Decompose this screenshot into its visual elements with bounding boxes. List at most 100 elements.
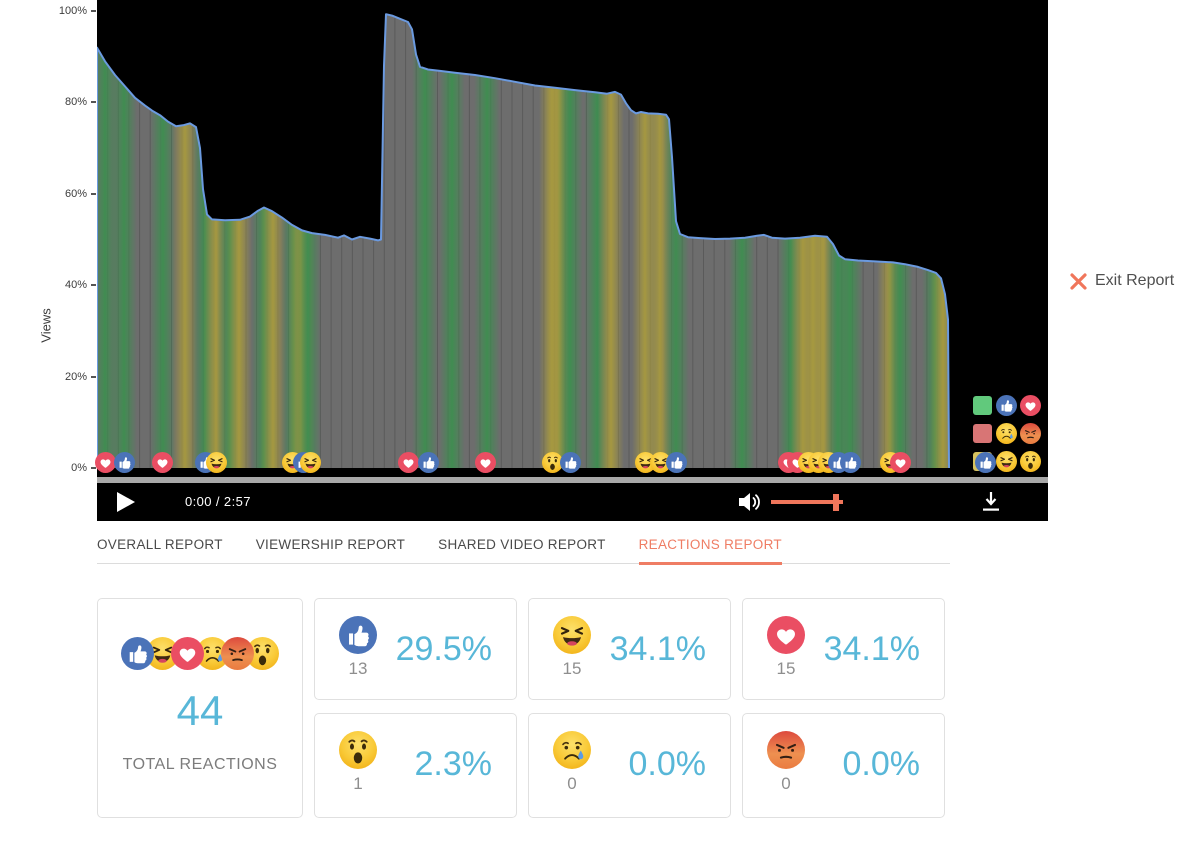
angry-reaction-card: 0 0.0% — [742, 713, 945, 818]
like-reaction-icon — [113, 452, 135, 473]
sad-reaction-icon — [995, 422, 1017, 444]
love-reaction-icon — [151, 452, 173, 473]
sad-reaction-icon — [553, 731, 591, 769]
y-tick-mark — [91, 192, 96, 195]
y-tick-label: 100% — [58, 5, 87, 17]
y-tick-mark — [91, 467, 96, 469]
timeline-like-marker[interactable] — [839, 452, 861, 473]
timeline-love-marker[interactable] — [474, 452, 496, 473]
sad-count: 0 — [567, 774, 577, 793]
download-button[interactable] — [983, 492, 999, 517]
exit-report-label: Exit Report — [1095, 272, 1175, 289]
timeline-wow-marker[interactable] — [541, 452, 563, 473]
haha-reaction-icon — [649, 452, 671, 473]
wow-reaction-icon — [1019, 450, 1041, 472]
y-axis-title: Views — [38, 308, 54, 343]
total-reactions-card: 44 TOTAL REACTIONS — [97, 598, 303, 818]
y-tick-mark — [91, 101, 96, 104]
love-reaction-icon — [889, 452, 911, 473]
angry-reaction-icon — [767, 731, 805, 769]
legend-color-swatch — [970, 391, 994, 419]
love-count: 15 — [776, 659, 796, 678]
love-percent: 34.1% — [823, 630, 920, 668]
like-percent: 29.5% — [395, 630, 492, 668]
haha-reaction-icon — [995, 450, 1017, 472]
y-tick-mark — [91, 10, 96, 12]
timeline-haha-marker[interactable] — [649, 452, 671, 473]
like-count: 13 — [348, 659, 368, 678]
volume-icon[interactable] — [739, 492, 763, 517]
timeline-love-marker[interactable] — [151, 452, 173, 473]
play-icon — [117, 492, 135, 512]
y-axis: Views 100% 80% 60% 40% 20% 0% — [0, 0, 97, 477]
reaction-emoji-cluster — [121, 637, 279, 670]
sad-reaction-icon — [196, 637, 229, 670]
love-reaction-icon — [171, 637, 204, 670]
like-reaction-icon — [995, 394, 1017, 416]
angry-reaction-icon — [767, 731, 805, 769]
legend-love-icon — [1018, 391, 1042, 419]
timeline-like-marker[interactable] — [417, 452, 439, 473]
play-button[interactable] — [117, 492, 135, 512]
wow-count: 1 — [353, 774, 363, 793]
timeline-like-marker[interactable] — [665, 452, 687, 473]
y-tick-label: 80% — [64, 96, 87, 109]
y-tick-mark — [91, 284, 96, 287]
like-reaction-card: 13 29.5% — [314, 598, 517, 700]
timeline-like-marker[interactable] — [559, 452, 581, 473]
timeline-love-marker[interactable] — [94, 452, 116, 473]
like-reaction-icon — [559, 452, 581, 473]
haha-reaction-icon — [299, 452, 321, 473]
angry-percent: 0.0% — [842, 745, 921, 783]
love-reaction-icon — [767, 616, 805, 654]
volume-slider-handle[interactable] — [833, 494, 839, 511]
wow-percent: 2.3% — [414, 745, 493, 783]
y-tick-label: 20% — [64, 370, 87, 383]
exit-report-button[interactable]: Exit Report — [1070, 272, 1174, 290]
tab-overall-report[interactable]: OVERALL REPORT — [97, 537, 223, 552]
video-controls-bar: 0:00 / 2:57 — [97, 483, 1048, 521]
legend-sad-icon — [994, 419, 1018, 447]
views-area-chart — [96, 13, 950, 469]
tab-viewership-report[interactable]: VIEWERSHIP REPORT — [255, 537, 406, 552]
like-reaction-icon — [339, 616, 377, 654]
timeline-haha-marker[interactable] — [205, 452, 227, 473]
total-reactions-label: TOTAL REACTIONS — [122, 756, 278, 773]
close-x-icon — [1070, 272, 1087, 290]
wow-reaction-icon — [246, 637, 279, 670]
love-reaction-icon — [171, 637, 204, 670]
timeline-like-marker[interactable] — [113, 452, 135, 473]
reaction-summary-cards: 44 TOTAL REACTIONS 13 29.5% 15 34.1% 15 34.1%… — [97, 598, 945, 818]
love-reaction-icon — [94, 452, 116, 473]
wow-reaction-icon — [541, 452, 563, 473]
wow-reaction-icon — [246, 637, 279, 670]
sad-reaction-card: 0 0.0% — [528, 713, 731, 818]
y-tick-label: 40% — [64, 279, 87, 292]
love-reaction-icon — [1019, 394, 1041, 416]
tab-shared-video-report[interactable]: SHARED VIDEO REPORT — [438, 537, 606, 552]
haha-reaction-icon — [146, 637, 179, 670]
timeline-haha-marker[interactable] — [299, 452, 321, 473]
legend-like-icon — [994, 391, 1018, 419]
haha-count: 15 — [562, 659, 582, 678]
timeline-love-marker[interactable] — [889, 452, 911, 473]
time-display: 0:00 / 2:57 — [185, 494, 251, 509]
wow-reaction-icon — [339, 731, 377, 769]
total-reactions-count: 44 — [176, 687, 224, 734]
timeline-like-marker[interactable] — [974, 452, 996, 473]
angry-reaction-icon — [221, 637, 254, 670]
video-seekbar[interactable] — [97, 477, 1048, 483]
tab-reactions-report[interactable]: REACTIONS REPORT — [638, 537, 782, 565]
haha-percent: 34.1% — [609, 630, 706, 668]
timeline-love-marker[interactable] — [397, 452, 419, 473]
like-reaction-icon — [974, 452, 996, 473]
wow-reaction-icon — [339, 731, 377, 769]
like-reaction-icon — [121, 637, 154, 670]
volume-slider[interactable] — [771, 500, 843, 504]
love-reaction-icon — [767, 616, 805, 654]
like-reaction-icon — [121, 637, 154, 670]
timeline-haha-marker[interactable] — [634, 452, 656, 473]
legend-haha-icon — [994, 447, 1018, 475]
haha-reaction-icon — [553, 616, 591, 654]
